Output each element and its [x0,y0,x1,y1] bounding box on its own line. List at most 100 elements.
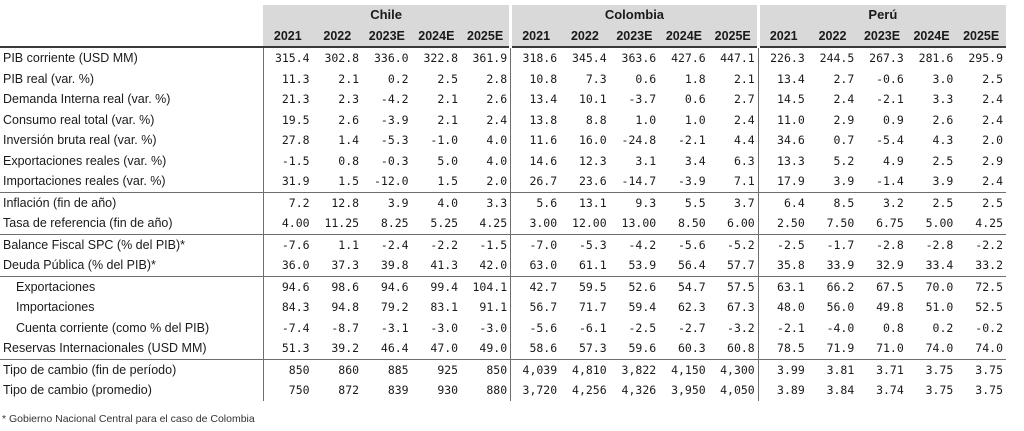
value-cell: -3.7 [628,92,657,106]
value-cell: 2.8 [486,71,508,86]
value-cell: 2.6 [932,112,954,127]
value-cell: 36.0 [262,255,313,276]
value-cell: -2.4 [362,233,412,255]
row-label: Tipo de cambio (promedio) [3,383,152,397]
value-cell: -3.0 [430,320,459,335]
value-cell: 8.8 [585,112,607,127]
row-label: Demanda Interna real (var. %) [3,92,171,106]
value-cell: 7.1 [733,174,755,188]
value-cell: 8.5 [807,191,858,213]
value-cell: 72.5 [956,275,1006,297]
value-cell: 3,950 [671,383,706,397]
value-cell: 4.4 [733,133,755,147]
country-header-chile: Chile [263,5,511,26]
value-cell: 12.3 [578,153,607,168]
header-corner [0,5,264,26]
value-cell: 71.9 [826,341,855,355]
value-cell: 267.3 [857,46,907,69]
value-cell: 23.6 [578,174,607,188]
table-row: Reservas Internacionales (USD MM) 51.3 39.… [0,338,1006,359]
table-row: Tipo de cambio (promedio) 750 872 839 930 880… [0,380,1006,401]
value-cell: 0.6 [635,71,657,86]
value-cell: -5.6 [510,317,561,338]
value-cell: 94.8 [331,300,360,314]
year-header-row: 2021 2022 2023E 2024E 2025E 2021 2022 2023E 2024… [0,25,1006,47]
row-label: Inversión bruta real (var. %) [3,133,157,147]
value-cell: 98.6 [312,275,363,297]
value-cell: 1.5 [437,174,459,188]
value-cell: 4,050 [720,383,755,397]
value-cell: 2.7 [733,92,755,106]
value-cell: -1.0 [430,133,459,147]
value-cell: 104.1 [461,275,511,297]
value-cell: 21.3 [262,89,313,110]
value-cell: 1.0 [635,112,657,127]
value-cell: 226.3 [757,46,808,69]
value-cell: 0.6 [684,92,706,106]
value-cell: 16.0 [578,133,607,147]
value-cell: 94.6 [362,275,412,297]
table-row: Importaciones reales (var. %) 31.9 1.5 -12.… [0,171,1006,192]
table-row: Inflación (fin de año) 7.2 12.8 3.9 4.0 3.3 5.… [0,191,1006,213]
year-header-corner [0,25,264,47]
value-cell: 35.8 [757,255,808,276]
value-cell: 33.4 [925,258,954,272]
value-cell: 4.0 [411,191,462,213]
value-cell: 57.5 [708,275,759,297]
value-cell: 13.4 [510,89,561,110]
year-header-cell: 2024E [411,25,462,47]
value-cell: 60.3 [677,341,706,355]
value-cell: 7.3 [585,71,607,86]
value-cell: 850 [262,358,313,380]
value-cell: 6.3 [733,153,755,168]
row-label: Exportaciones [0,275,264,297]
value-cell: -5.3 [560,233,610,255]
value-cell: 4.9 [883,153,904,168]
value-cell: 17.9 [757,171,808,192]
value-cell: 2.0 [982,133,1003,147]
value-cell: 345.4 [560,46,610,69]
year-header-cell: 2025E [708,25,759,47]
value-cell: 7.2 [262,191,313,213]
value-cell: -4.0 [826,320,855,335]
table-row: Importaciones 84.3 94.8 79.2 83.1 91.1 56.7 71.… [0,297,1006,318]
value-cell: 63.0 [510,255,561,276]
value-cell: 42.0 [479,258,508,272]
year-header-cell: 2023E [609,25,660,47]
value-cell: 11.0 [757,109,808,130]
row-label: Importaciones [16,300,95,314]
value-cell: 70.0 [906,275,957,297]
value-cell: 13.3 [757,150,808,171]
value-cell: 14.6 [510,150,561,171]
value-cell: 26.7 [510,171,561,192]
value-cell: 322.8 [411,46,462,69]
value-cell: 67.5 [857,275,907,297]
value-cell: -5.2 [708,233,759,255]
value-cell: 2.4 [982,112,1003,127]
value-cell: 10.8 [510,68,561,89]
footnote: * Gobierno Nacional Central para el caso… [2,413,255,425]
value-cell: 19.5 [262,109,313,130]
table-row: Balance Fiscal SPC (% del PIB)* -7.6 1.1 -2… [0,233,1006,255]
value-cell: 2.4 [982,174,1003,188]
value-cell: 39.8 [380,258,409,272]
value-cell: -7.4 [262,317,313,338]
value-cell: 49.8 [876,300,904,314]
value-cell: -7.6 [262,233,313,255]
value-cell: 2.4 [982,92,1003,106]
value-cell: 54.7 [659,275,709,297]
value-cell: 13.1 [560,191,610,213]
value-cell: 4,810 [560,358,610,380]
value-cell: 31.9 [262,171,313,192]
value-cell: 7.50 [826,216,855,230]
value-cell: 361.9 [461,46,511,69]
value-cell: 2.5 [437,71,459,86]
value-cell: 860 [312,358,363,380]
value-cell: 3.2 [857,191,907,213]
row-label: PIB corriente (USD MM) [0,46,264,69]
value-cell: 13.4 [757,68,808,89]
value-cell: 8.50 [677,216,706,230]
table-row: Demanda Interna real (var. %) 21.3 2.3 -4.2… [0,89,1006,110]
value-cell: 71.7 [578,300,607,314]
value-cell: 99.4 [411,275,462,297]
